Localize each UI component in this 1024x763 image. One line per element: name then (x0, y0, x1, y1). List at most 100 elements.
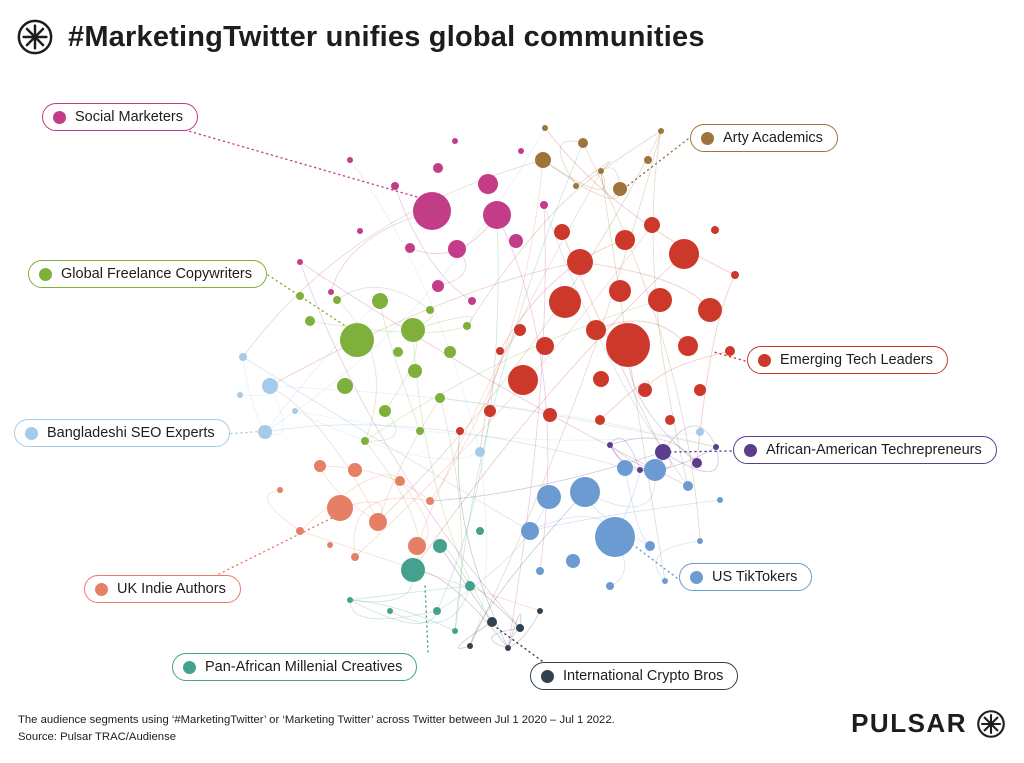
node-social-marketers (357, 228, 363, 234)
node-social-marketers (452, 138, 458, 144)
node-emerging-tech-leaders (593, 371, 609, 387)
source-caption: The audience segments using ‘#MarketingT… (18, 712, 615, 745)
node-international-crypto-bros (537, 608, 543, 614)
network-edge (349, 585, 471, 601)
cluster-dot-icon (690, 570, 703, 584)
node-global-freelance-copywriters (361, 437, 369, 445)
network-edge (559, 140, 584, 187)
node-african-american-techrepreneurs (655, 444, 671, 460)
network-edge (454, 142, 584, 632)
cluster-label-text: Emerging Tech Leaders (780, 352, 933, 368)
network-edge (507, 204, 546, 649)
network-edge (379, 300, 421, 432)
node-arty-academics (542, 125, 548, 131)
label-leader-uk-indie-authors (200, 512, 343, 584)
node-bangladeshi-seo-experts (696, 428, 704, 436)
node-uk-indie-authors (408, 537, 426, 555)
node-african-american-techrepreneurs (637, 467, 643, 473)
node-social-marketers (518, 148, 524, 154)
label-leader-bangladeshi-seo-experts (225, 430, 267, 435)
network-edge (349, 159, 481, 453)
network-edge (319, 465, 431, 502)
node-uk-indie-authors (327, 542, 333, 548)
network-edge (600, 130, 662, 172)
node-emerging-tech-leaders (484, 405, 496, 417)
cluster-label-emerging-tech-leaders: Emerging Tech Leaders (747, 346, 948, 374)
node-global-freelance-copywriters (337, 378, 353, 394)
node-pan-african-millenial-creatives (476, 527, 484, 535)
node-emerging-tech-leaders (638, 383, 652, 397)
network-edge (609, 444, 664, 470)
network-edge (264, 300, 381, 433)
node-us-tiktokers (717, 497, 723, 503)
network-edge (436, 214, 499, 612)
node-global-freelance-copywriters (305, 316, 315, 326)
network-edge (389, 585, 471, 624)
network-edge (507, 614, 522, 649)
cluster-label-bangladeshi-seo-experts: Bangladeshi SEO Experts (14, 419, 230, 447)
node-pan-african-millenial-creatives (465, 581, 475, 591)
network-edge (507, 610, 541, 649)
network-edge (469, 451, 487, 647)
caption-line-1: The audience segments using ‘#MarketingT… (18, 714, 615, 727)
network-edge (267, 489, 301, 532)
node-uk-indie-authors (296, 527, 304, 535)
node-pan-african-millenial-creatives (452, 628, 458, 634)
network-edge (529, 499, 721, 532)
node-international-crypto-bros (487, 617, 497, 627)
node-pan-african-millenial-creatives (401, 558, 425, 582)
node-emerging-tech-leaders (609, 280, 631, 302)
node-african-american-techrepreneurs (692, 458, 702, 468)
cluster-label-text: African-American Techrepreneurs (766, 442, 982, 458)
node-emerging-tech-leaders (536, 337, 554, 355)
network-edge (294, 410, 701, 441)
network-edge (412, 253, 685, 571)
node-social-marketers (433, 163, 443, 173)
node-social-marketers (483, 201, 511, 229)
node-global-freelance-copywriters (379, 405, 391, 417)
node-global-freelance-copywriters (333, 296, 341, 304)
node-social-marketers (328, 289, 334, 295)
node-arty-academics (598, 168, 604, 174)
network-edge (412, 316, 473, 331)
network-edge (542, 159, 606, 190)
page-title: #MarketingTwitter unifies global communi… (68, 20, 705, 53)
node-emerging-tech-leaders (543, 408, 557, 422)
network-edge (299, 474, 401, 532)
network-edge (469, 491, 586, 647)
node-emerging-tech-leaders (698, 298, 722, 322)
node-global-freelance-copywriters (435, 393, 445, 403)
network-edge (479, 329, 521, 453)
cluster-label-uk-indie-authors: UK Indie Authors (84, 575, 241, 603)
cluster-label-text: UK Indie Authors (117, 581, 226, 597)
node-emerging-tech-leaders (615, 230, 635, 250)
node-uk-indie-authors (426, 497, 434, 505)
network-edge (242, 356, 531, 532)
node-social-marketers (413, 192, 451, 230)
network-edge (299, 261, 521, 629)
label-leader-global-freelance-copywriters (267, 274, 354, 332)
network-edge (264, 127, 546, 433)
node-uk-indie-authors (369, 513, 387, 531)
node-uk-indie-authors (395, 476, 405, 486)
network-edge (294, 410, 481, 460)
node-global-freelance-copywriters (416, 427, 424, 435)
network-edge (364, 299, 661, 442)
node-emerging-tech-leaders (496, 347, 504, 355)
network-edge (364, 410, 397, 442)
network-edge (595, 320, 689, 347)
pulsar-logo-icon (16, 18, 54, 56)
node-social-marketers (347, 157, 353, 163)
node-pan-african-millenial-creatives (433, 539, 447, 553)
node-uk-indie-authors (351, 553, 359, 561)
network-edge (544, 127, 736, 276)
network-edge (499, 239, 626, 352)
network-edge (394, 185, 473, 302)
node-us-tiktokers (697, 538, 703, 544)
pulsar-wordmark: PULSAR (851, 708, 967, 738)
node-pan-african-millenial-creatives (433, 607, 441, 615)
cluster-dot-icon (744, 443, 757, 457)
node-us-tiktokers (521, 522, 539, 540)
node-social-marketers (432, 280, 444, 292)
